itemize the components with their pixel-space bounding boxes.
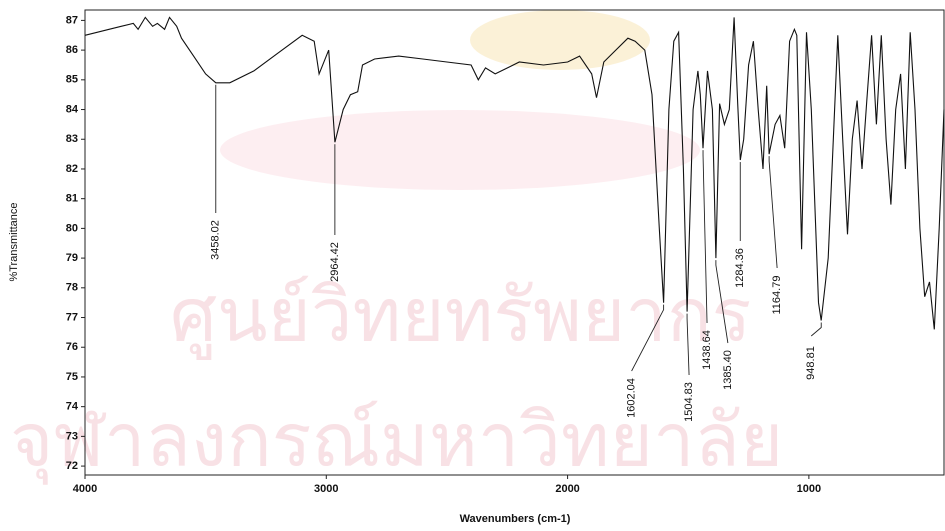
y-tick-label: 81	[66, 193, 78, 205]
x-axis-label: Wavenumbers (cm-1)	[460, 513, 571, 525]
peak-label: 1284.36	[734, 248, 746, 288]
peak-label: 3458.02	[210, 220, 222, 260]
peak-leader	[768, 156, 778, 269]
y-tick-label: 82	[66, 163, 78, 175]
peak-leader	[715, 260, 729, 344]
y-axis-label: %Transmittance	[8, 202, 20, 281]
peak-label: 1385.40	[722, 350, 734, 390]
crest-watermark	[220, 110, 700, 190]
peak-label: 1504.83	[683, 382, 695, 422]
x-tick-label: 3000	[314, 483, 338, 495]
crest-watermark	[470, 10, 650, 70]
x-tick-label: 2000	[555, 483, 579, 495]
peak-leader	[810, 322, 822, 337]
peak-label: 1438.64	[701, 330, 713, 370]
y-tick-label: 77	[66, 311, 78, 323]
peak-label: 948.81	[805, 346, 817, 380]
peak-label: 1164.79	[771, 276, 783, 315]
x-tick-label: 1000	[797, 483, 821, 495]
y-tick-label: 78	[66, 282, 78, 294]
peak-label: 1602.04	[626, 378, 638, 418]
y-tick-label: 79	[66, 252, 78, 264]
y-tick-label: 83	[66, 133, 78, 145]
watermark-text: จุฬาลงกรณ์มหาวิทยาลัย	[10, 398, 783, 486]
peak-leader	[702, 150, 708, 324]
y-tick-label: 75	[66, 371, 78, 383]
plot-frame	[84, 9, 945, 476]
y-tick-label: 73	[66, 430, 78, 442]
y-tick-label: 85	[66, 74, 78, 86]
peak-label: 2964.42	[329, 242, 341, 282]
watermark-text: ศูนย์วิทยทรัพยากร	[170, 273, 751, 361]
y-tick-label: 72	[66, 460, 78, 472]
x-tick-label: 4000	[73, 483, 97, 495]
y-tick-label: 74	[66, 401, 79, 413]
y-tick-label: 84	[66, 103, 79, 115]
peak-leader	[631, 304, 665, 372]
y-tick-label: 76	[66, 341, 78, 353]
y-tick-label: 80	[66, 222, 78, 234]
y-tick-label: 86	[66, 44, 78, 56]
y-tick-label: 87	[66, 14, 78, 26]
peak-leader	[686, 313, 690, 376]
spectrum-line	[84, 16, 945, 330]
